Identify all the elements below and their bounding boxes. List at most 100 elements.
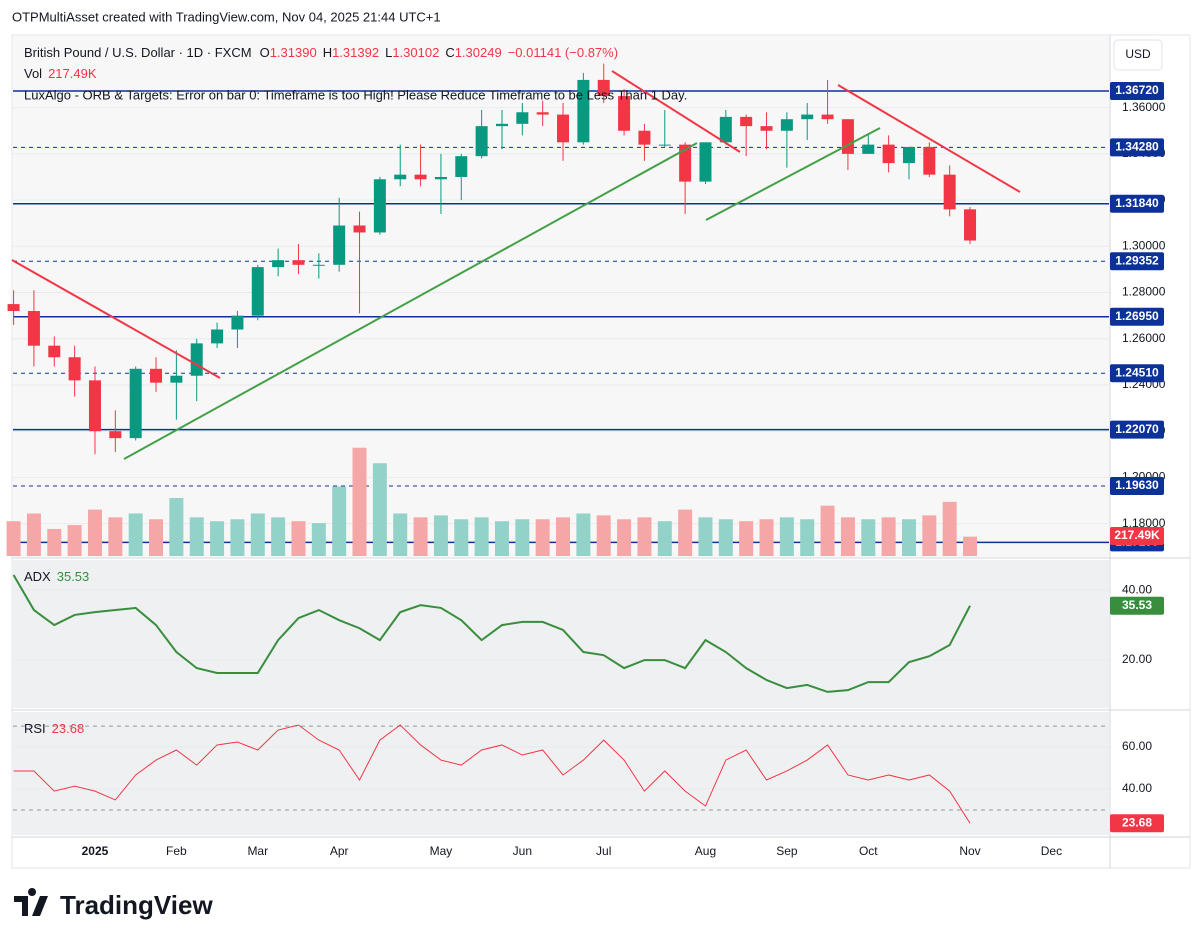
candle-body (577, 79, 590, 143)
candle-body (638, 130, 651, 145)
volume-bar (454, 519, 469, 556)
x-tick-label: Nov (959, 844, 980, 858)
volume-bar (861, 519, 876, 556)
volume-bar (942, 501, 957, 556)
x-tick-label: Feb (166, 844, 187, 858)
x-tick-label: Mar (247, 844, 268, 858)
indicator-line (12, 574, 971, 693)
y-tick-label: 40.00 (1122, 582, 1152, 596)
candle-body (557, 114, 570, 143)
volume-bar (617, 519, 632, 556)
volume-bar (678, 509, 693, 556)
volume-bar (332, 486, 347, 556)
candle-body (272, 260, 285, 268)
candle-body (7, 304, 20, 312)
volume-bar (169, 498, 184, 556)
candle-body (88, 380, 101, 432)
volume-bar (637, 517, 652, 556)
candle-body (658, 144, 671, 146)
rsi-value: 23.68 (52, 721, 85, 736)
change: −0.01141 (−0.87%) (508, 45, 618, 60)
candle-body (821, 114, 834, 120)
volume-bar (556, 517, 571, 556)
candle-body (333, 225, 346, 265)
candle-body (312, 264, 325, 266)
volume-value: 217.49K (48, 66, 97, 81)
volume-bar (67, 525, 82, 556)
x-tick-label: May (430, 844, 453, 858)
volume-bar (250, 513, 265, 556)
volume-bar (901, 519, 916, 556)
candle-body (170, 375, 183, 383)
x-tick-label: Jul (596, 844, 611, 858)
volume-bar (759, 519, 774, 556)
volume-bar (739, 521, 754, 556)
price-badge (1110, 527, 1164, 545)
candle-body (27, 311, 40, 346)
legend-volume: Vol 217.49K (24, 66, 97, 81)
candle-body (353, 225, 366, 233)
volume-bar (87, 509, 102, 556)
volume-bar (352, 447, 367, 556)
candle-body (68, 357, 81, 381)
price-badge (1110, 420, 1164, 439)
volume-bar (372, 463, 387, 556)
y-tick-label: 60.00 (1122, 739, 1152, 753)
y-tick-label: 1.28000 (1122, 285, 1166, 299)
candle-body (373, 179, 386, 233)
volume-bar (718, 519, 733, 556)
candle-body (882, 144, 895, 164)
candle-body (190, 343, 203, 376)
candle-body (902, 146, 915, 164)
candle-body (150, 368, 163, 383)
candle-body (455, 156, 468, 177)
volume-bar (840, 517, 855, 556)
ohlc-key: L (385, 45, 392, 60)
candle-body (231, 315, 244, 330)
volume-label: Vol (24, 66, 42, 81)
volume-bar (271, 517, 286, 556)
candle-body (841, 119, 854, 154)
y-tick-label: 40.00 (1122, 781, 1152, 795)
volume-bar (576, 513, 591, 556)
candle-body (129, 368, 142, 439)
y-tick-label: 1.36000 (1122, 100, 1166, 114)
candle-body (780, 119, 793, 131)
x-tick-label: 2025 (82, 844, 109, 858)
volume-bar (800, 519, 815, 556)
volume-bar (210, 521, 225, 556)
candle-body (475, 126, 488, 157)
volume-bar (189, 517, 204, 556)
candle-body (414, 174, 427, 180)
trend-line (705, 127, 881, 221)
volume-bar (474, 517, 489, 556)
volume-bar (6, 521, 21, 556)
volume-bar (128, 513, 143, 556)
trend-lines (11, 70, 1021, 460)
volume-bar (698, 517, 713, 556)
y-tick-label: 1.26000 (1122, 331, 1166, 345)
volume-bar (413, 517, 428, 556)
ohlc-value: 1.30249 (455, 45, 502, 60)
candle-body (760, 126, 773, 131)
volume-bar (311, 523, 326, 556)
logo-mark (14, 888, 48, 916)
candle-body (495, 123, 508, 127)
price-badge (1110, 596, 1164, 615)
candle-body (48, 345, 61, 358)
currency-button[interactable] (1113, 39, 1163, 71)
volume-bar (494, 521, 509, 556)
candle-body (516, 112, 529, 124)
price-badge (1110, 138, 1164, 157)
candle-body (943, 174, 956, 210)
x-tick-label: Jun (513, 844, 532, 858)
candle-body (862, 144, 875, 154)
adx-pane (13, 560, 1109, 708)
volume-bar (291, 521, 306, 556)
x-tick-label: Aug (695, 844, 716, 858)
volume-bar (779, 517, 794, 556)
indicator-note: LuxAlgo - ORB & Targets: Error on bar 0:… (24, 87, 687, 102)
ohlc-key: H (323, 45, 332, 60)
candle-body (679, 144, 692, 182)
